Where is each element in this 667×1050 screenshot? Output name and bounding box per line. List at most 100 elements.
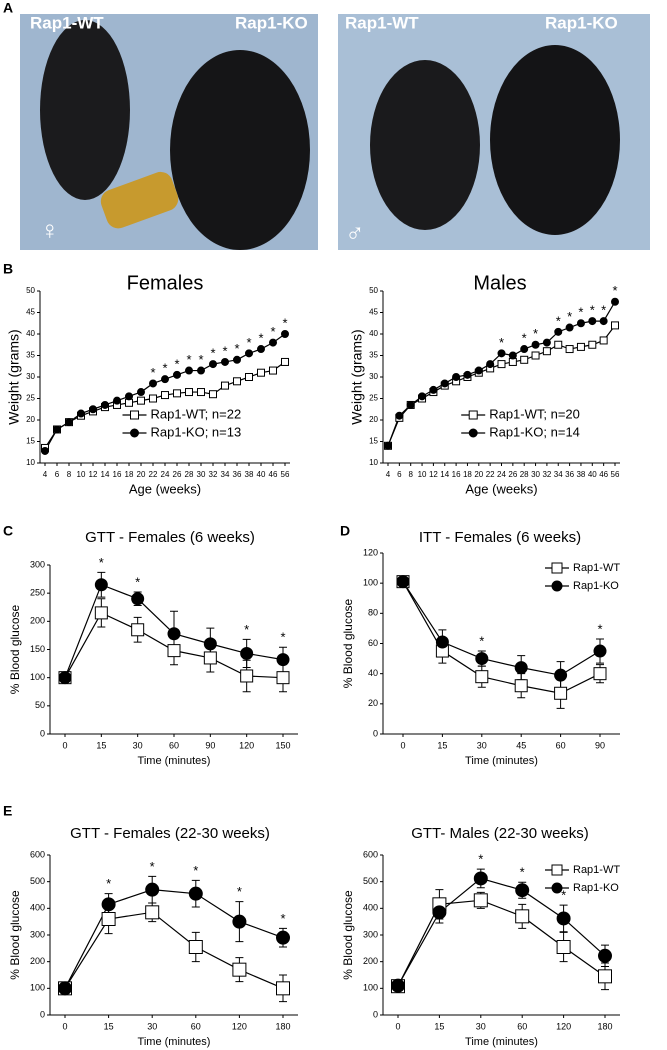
y-tick-label: 35 (26, 351, 35, 360)
significance-star: * (533, 326, 538, 341)
marker (101, 912, 116, 926)
y-tick-label: 500 (30, 876, 45, 886)
significance-star: * (198, 352, 203, 367)
mouse (40, 20, 130, 200)
x-tick-label: 60 (169, 740, 179, 750)
y-tick-label: 50 (26, 286, 35, 295)
significance-star: * (258, 330, 263, 345)
x-tick-label: 60 (191, 1021, 201, 1031)
y-tick-label: 30 (26, 372, 35, 381)
x-tick-label: 32 (542, 470, 551, 479)
marker (515, 883, 530, 898)
panel-letter: B (3, 261, 13, 277)
y-axis-label: Weight (grams) (6, 329, 22, 424)
marker (554, 327, 563, 336)
x-tick-label: 30 (531, 470, 540, 479)
y-tick-label: 20 (26, 415, 35, 424)
marker (599, 317, 608, 326)
marker (188, 940, 203, 954)
x-tick-label: 4 (43, 470, 48, 479)
marker (475, 670, 489, 684)
significance-star: * (280, 911, 285, 926)
x-tick-label: 60 (556, 740, 566, 750)
series-line (397, 899, 606, 987)
x-tick-label: 120 (232, 1021, 247, 1031)
marker (221, 357, 229, 366)
marker (276, 930, 290, 945)
sex-symbol: ♂ (345, 218, 365, 248)
significance-star: * (522, 330, 527, 345)
marker (551, 562, 563, 574)
marker (185, 366, 193, 375)
marker (593, 644, 607, 658)
y-tick-label: 300 (30, 559, 45, 569)
marker (542, 338, 551, 347)
marker (588, 317, 597, 326)
x-tick-label: 120 (556, 1021, 571, 1031)
marker (185, 388, 193, 397)
marker (497, 360, 506, 369)
marker (233, 377, 241, 386)
marker (514, 679, 528, 693)
marker (531, 351, 540, 360)
significance-star: * (244, 622, 249, 637)
chart-title: GTT- Males (22-30 weeks) (411, 825, 589, 842)
significance-star: * (478, 852, 483, 867)
x-tick-label: 150 (275, 740, 290, 750)
significance-star: * (246, 335, 251, 350)
y-tick-label: 300 (30, 929, 45, 939)
marker (515, 909, 530, 924)
x-tick-label: 8 (67, 470, 72, 479)
series-line (402, 581, 601, 676)
x-tick-label: 90 (205, 740, 215, 750)
y-tick-label: 40 (26, 329, 35, 338)
panel-letter: C (3, 523, 13, 539)
x-tick-label: 15 (96, 740, 106, 750)
x-tick-label: 16 (452, 470, 461, 479)
y-tick-label: 100 (30, 672, 45, 682)
y-tick-label: 60 (368, 638, 378, 648)
y-tick-label: 20 (369, 415, 378, 424)
x-tick-label: 12 (429, 470, 438, 479)
x-tick-label: 46 (599, 470, 608, 479)
marker (468, 410, 478, 420)
marker (463, 370, 472, 379)
x-tick-label: 40 (588, 470, 597, 479)
x-tick-label: 12 (89, 470, 98, 479)
significance-star: * (186, 352, 191, 367)
marker (173, 389, 181, 398)
x-tick-label: 0 (400, 740, 405, 750)
marker (611, 297, 619, 306)
y-tick-label: 40 (368, 668, 378, 678)
x-tick-label: 16 (113, 470, 122, 479)
photo-label: Rap1-WT (345, 13, 419, 32)
marker (167, 644, 181, 658)
mouse (170, 50, 310, 250)
x-tick-label: 28 (185, 470, 194, 479)
x-tick-label: 56 (611, 470, 620, 479)
significance-star: * (174, 356, 179, 371)
marker (197, 366, 205, 375)
marker (429, 385, 438, 394)
y-tick-label: 35 (369, 351, 378, 360)
y-tick-label: 10 (26, 458, 35, 467)
x-tick-label: 0 (62, 740, 67, 750)
marker (232, 962, 247, 977)
x-axis-label: Time (minutes) (465, 755, 538, 767)
y-axis-label: % Blood glucose (341, 598, 355, 688)
x-axis-label: Age (weeks) (129, 481, 201, 496)
y-tick-label: 0 (373, 1009, 378, 1019)
marker (130, 410, 139, 420)
marker (203, 637, 217, 651)
x-tick-label: 34 (221, 470, 230, 479)
y-tick-label: 25 (26, 394, 35, 403)
marker (598, 969, 612, 984)
marker (203, 651, 217, 665)
y-axis-label: % Blood glucose (8, 604, 22, 694)
marker (418, 392, 427, 401)
x-tick-label: 30 (476, 1021, 486, 1031)
chart-title: Females (127, 272, 204, 294)
marker (551, 580, 563, 592)
legend-label: Rap1-WT; n=20 (489, 406, 580, 421)
